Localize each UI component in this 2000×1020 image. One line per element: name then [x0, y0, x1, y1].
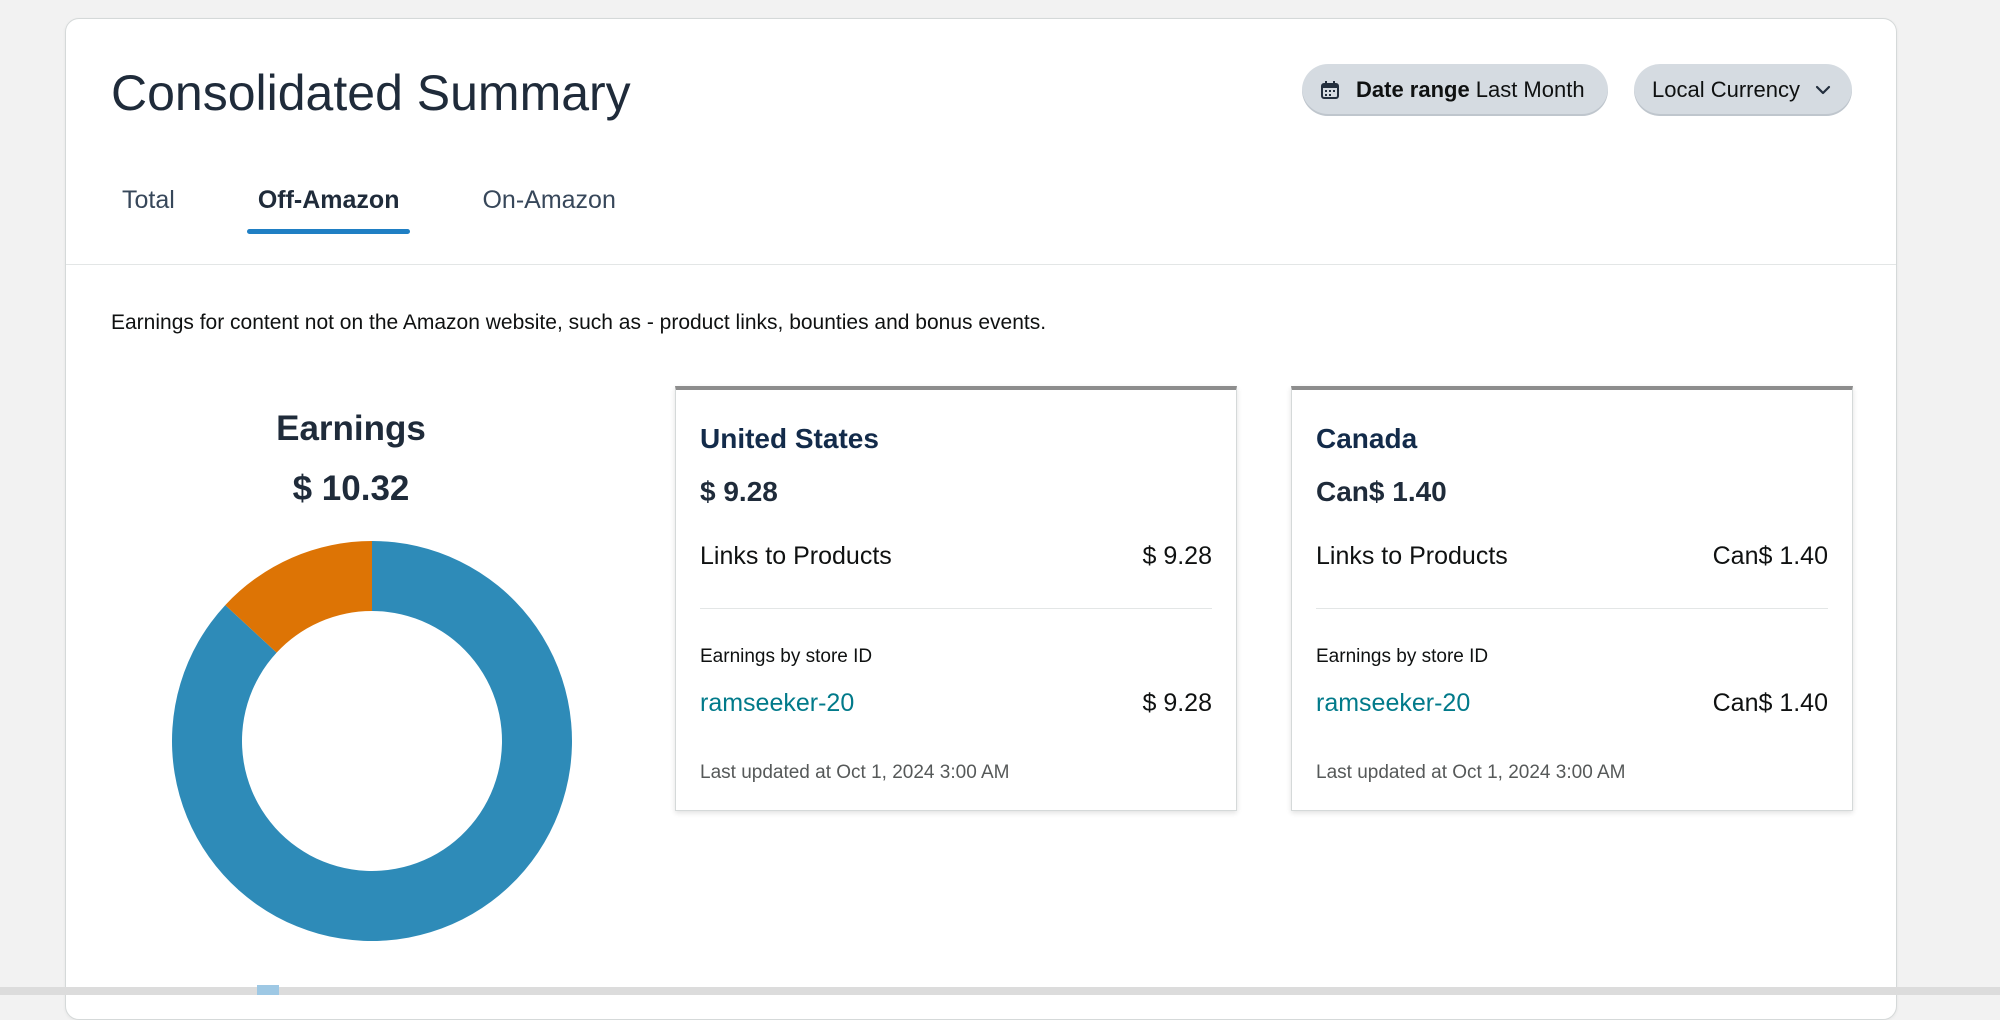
links-label: Links to Products [700, 542, 892, 570]
earnings-label: Earnings [276, 409, 426, 448]
country-card-united-states: United States $ 9.28 Links to Products $… [675, 386, 1237, 811]
summary-header: Consolidated Summary Date range Last Mon… [66, 19, 1896, 265]
links-to-products-row: Links to Products Can$ 1.40 [1316, 542, 1828, 571]
links-to-products-row: Links to Products $ 9.28 [700, 542, 1212, 571]
last-updated: Last updated at Oct 1, 2024 3:00 AM [1316, 762, 1626, 783]
store-id-row: ramseeker-20 $ 9.28 [700, 689, 1212, 718]
card-country: Canada [1316, 423, 1418, 454]
links-value: $ 9.28 [1142, 542, 1212, 570]
country-card-canada: Canada Can$ 1.40 Links to Products Can$ … [1291, 386, 1853, 811]
store-id-heading: Earnings by store ID [1316, 646, 1489, 667]
consolidated-summary-panel: Consolidated Summary Date range Last Mon… [65, 18, 1897, 1020]
links-value: Can$ 1.40 [1712, 542, 1828, 570]
last-updated: Last updated at Oct 1, 2024 3:00 AM [700, 762, 1010, 783]
donut-slice-canada[interactable] [225, 541, 372, 653]
currency-label: Local Currency [1652, 77, 1800, 102]
chevron-down-icon [1815, 85, 1831, 95]
currency-dropdown[interactable]: Local Currency [1634, 64, 1852, 116]
links-label: Links to Products [1316, 542, 1508, 570]
tab-total[interactable]: Total [122, 186, 175, 214]
tab-off-amazon[interactable]: Off-Amazon [246, 182, 411, 242]
calendar-icon [1321, 81, 1339, 99]
store-id-heading: Earnings by store ID [700, 646, 873, 667]
tab-on-amazon[interactable]: On-Amazon [482, 186, 616, 214]
card-amount: Can$ 1.40 [1316, 476, 1447, 507]
store-id-link[interactable]: ramseeker-20 [700, 689, 855, 717]
earnings-summary: Earnings $ 10.32 [151, 389, 551, 509]
date-range-button[interactable]: Date range Last Month [1302, 64, 1608, 116]
date-range-label: Date range [1356, 77, 1470, 102]
store-value: $ 9.28 [1142, 689, 1212, 717]
divider [1316, 608, 1828, 609]
divider [700, 608, 1212, 609]
bottom-scrollbar[interactable] [0, 987, 2000, 995]
legend-swatch [257, 985, 279, 995]
page-title: Consolidated Summary [111, 65, 631, 121]
donut-slice-united-states[interactable] [171, 541, 572, 941]
card-amount: $ 9.28 [700, 476, 778, 507]
earnings-donut-chart [171, 541, 572, 941]
tab-description: Earnings for content not on the Amazon w… [111, 311, 1047, 334]
store-id-link[interactable]: ramseeker-20 [1316, 689, 1471, 717]
tab-bar: Total Off-Amazon On-Amazon [111, 182, 688, 242]
store-value: Can$ 1.40 [1712, 689, 1828, 717]
date-range-value: Last Month [1475, 77, 1585, 102]
card-country: United States [700, 423, 879, 454]
store-id-row: ramseeker-20 Can$ 1.40 [1316, 689, 1828, 718]
earnings-total: $ 10.32 [292, 469, 410, 508]
